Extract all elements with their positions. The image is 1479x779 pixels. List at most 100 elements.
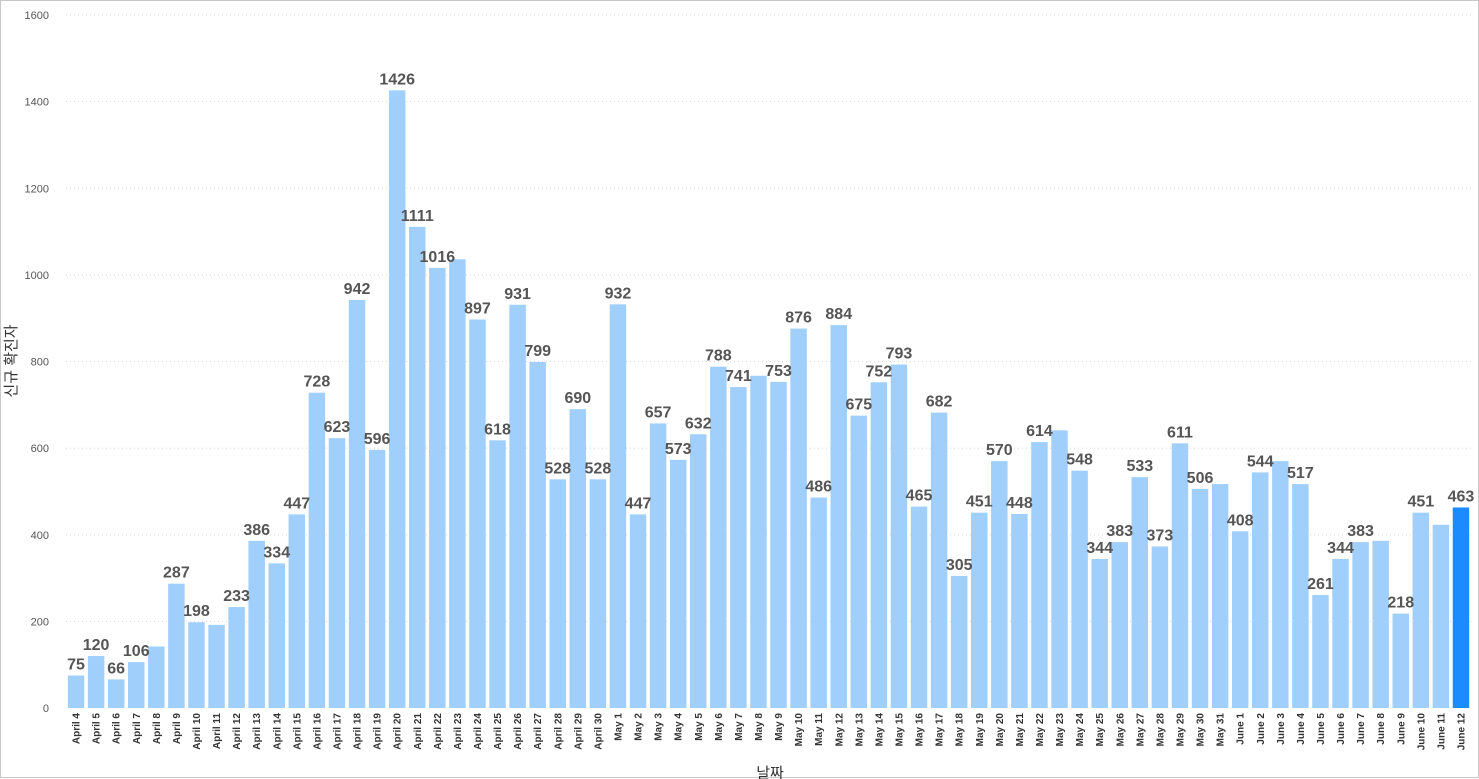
- bar[interactable]: [790, 328, 807, 708]
- bar[interactable]: [188, 622, 205, 708]
- bar[interactable]: [1011, 513, 1028, 708]
- bar[interactable]: [870, 382, 888, 708]
- bar[interactable]: [1432, 524, 1450, 708]
- data-label: 448: [1006, 495, 1033, 512]
- bar[interactable]: [1372, 540, 1389, 708]
- data-label: 451: [1407, 494, 1434, 511]
- bar[interactable]: [1412, 512, 1430, 708]
- bar[interactable]: [690, 434, 707, 708]
- bar[interactable]: [1292, 484, 1309, 708]
- y-tick-label: 1600: [25, 10, 49, 22]
- bar[interactable]: [208, 624, 225, 708]
- data-label: 573: [665, 441, 692, 458]
- bar[interactable]: [168, 583, 185, 708]
- x-tick-label: April 7: [132, 713, 143, 745]
- bar[interactable]: [128, 662, 145, 708]
- bar[interactable]: [750, 375, 767, 708]
- bar[interactable]: [489, 440, 506, 708]
- bar[interactable]: [1452, 507, 1470, 708]
- bar[interactable]: [991, 461, 1008, 708]
- x-tick-label: May 16: [915, 713, 926, 747]
- bar[interactable]: [67, 675, 85, 708]
- bar[interactable]: [1332, 559, 1349, 708]
- bar[interactable]: [268, 563, 285, 708]
- bar[interactable]: [589, 479, 607, 708]
- bar[interactable]: [308, 392, 326, 708]
- bar[interactable]: [1211, 484, 1229, 708]
- bar[interactable]: [1131, 477, 1149, 708]
- bar[interactable]: [1031, 442, 1048, 708]
- data-label: 75: [67, 657, 85, 674]
- y-axis-ticks: 0 200 400 600 800 1000 1200 1400 1600: [25, 10, 49, 715]
- x-tick-label: May 14: [874, 713, 885, 747]
- x-tick-label: May 18: [955, 713, 966, 747]
- bar[interactable]: [1151, 546, 1169, 708]
- bar[interactable]: [368, 449, 386, 708]
- bar[interactable]: [910, 506, 928, 708]
- data-label: 682: [926, 394, 953, 411]
- bar[interactable]: [549, 479, 566, 708]
- x-tick-label: May 1: [613, 713, 624, 741]
- y-tick-label: 600: [31, 443, 49, 455]
- y-tick-label: 0: [43, 703, 49, 715]
- bar[interactable]: [1191, 488, 1209, 708]
- bar[interactable]: [1252, 472, 1269, 708]
- x-tick-label: May 3: [654, 713, 665, 741]
- bar[interactable]: [1231, 531, 1249, 708]
- bar[interactable]: [649, 423, 667, 708]
- bar[interactable]: [328, 438, 346, 708]
- bar[interactable]: [830, 325, 847, 708]
- bar[interactable]: [810, 497, 827, 708]
- bar[interactable]: [107, 679, 125, 708]
- bar[interactable]: [569, 409, 587, 708]
- bar[interactable]: [850, 415, 868, 708]
- bar[interactable]: [1171, 443, 1189, 708]
- bar[interactable]: [609, 304, 627, 708]
- bar[interactable]: [429, 267, 446, 708]
- bar[interactable]: [87, 656, 105, 708]
- data-label: 942: [344, 281, 371, 298]
- bar[interactable]: [509, 304, 526, 708]
- data-label: 596: [364, 431, 391, 448]
- bar[interactable]: [629, 514, 647, 708]
- x-tick-label: April 16: [312, 713, 323, 750]
- bar[interactable]: [449, 259, 466, 708]
- bar[interactable]: [1051, 430, 1068, 708]
- data-label: 408: [1227, 512, 1254, 529]
- bar[interactable]: [388, 90, 406, 708]
- bar[interactable]: [248, 540, 265, 708]
- bar[interactable]: [469, 319, 486, 708]
- y-tick-label: 400: [31, 530, 49, 542]
- x-tick-label: May 13: [854, 713, 865, 747]
- bar[interactable]: [710, 366, 727, 708]
- bar[interactable]: [950, 575, 968, 708]
- bar[interactable]: [930, 412, 948, 708]
- data-label: 623: [324, 419, 351, 436]
- bar[interactable]: [348, 299, 366, 708]
- bar[interactable]: [730, 387, 747, 708]
- bar[interactable]: [409, 226, 426, 708]
- bar[interactable]: [228, 607, 245, 708]
- bar[interactable]: [288, 514, 306, 708]
- bar[interactable]: [1091, 559, 1108, 708]
- bar[interactable]: [669, 459, 687, 708]
- x-tick-label: May 17: [935, 713, 946, 747]
- data-label: 218: [1387, 595, 1414, 612]
- bar[interactable]: [1352, 542, 1369, 708]
- bar[interactable]: [770, 381, 787, 708]
- bar[interactable]: [1272, 461, 1289, 708]
- bar[interactable]: [529, 361, 546, 708]
- bar[interactable]: [1392, 613, 1409, 708]
- x-tick-label: May 7: [734, 713, 745, 741]
- bar[interactable]: [1071, 470, 1088, 708]
- x-tick-label: April 18: [353, 713, 364, 750]
- x-tick-label: April 20: [393, 713, 404, 750]
- data-label: 897: [464, 300, 491, 317]
- bar[interactable]: [971, 512, 988, 708]
- bar[interactable]: [1111, 542, 1128, 708]
- bar[interactable]: [1312, 594, 1329, 708]
- data-label: 793: [886, 346, 913, 363]
- bar[interactable]: [148, 646, 165, 708]
- bar[interactable]: [890, 364, 908, 708]
